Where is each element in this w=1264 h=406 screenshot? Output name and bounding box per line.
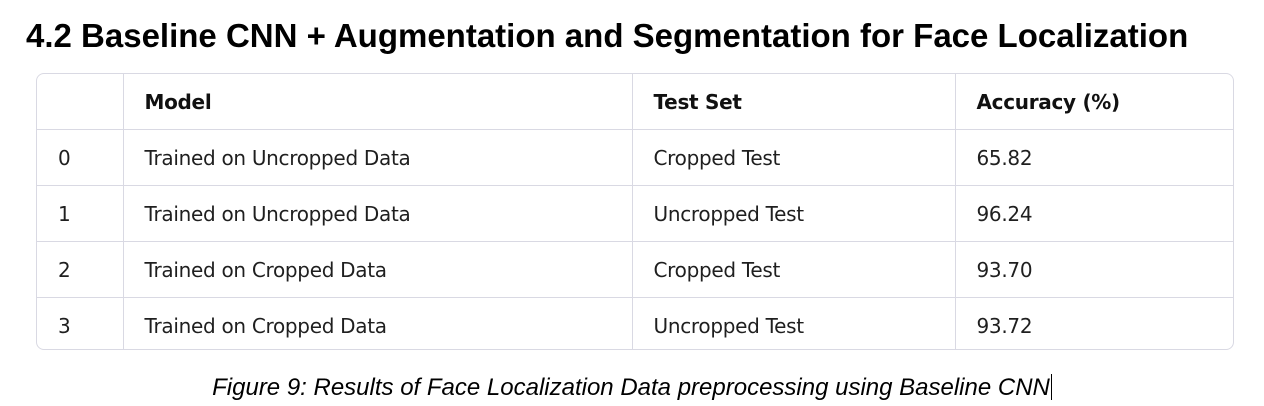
row-accuracy: 93.72	[976, 313, 1033, 338]
row-test-set: Uncropped Test	[632, 185, 956, 242]
row-test-set: Cropped Test	[632, 129, 956, 186]
row-index: 3	[37, 297, 124, 349]
row-model: Trained on Uncropped Data	[123, 129, 633, 186]
row-test-set: Cropped Test	[632, 241, 956, 298]
figure-caption: Figure 9: Results of Face Localization D…	[0, 370, 1264, 406]
header-model: Model	[123, 74, 633, 130]
section-heading: 4.2 Baseline CNN + Augmentation and Segm…	[26, 17, 1189, 54]
results-table-container: Model Test Set Accuracy (%) 0 Trained on…	[36, 73, 1234, 350]
row-accuracy: 93.70	[955, 241, 1233, 298]
table-row: 3 Trained on Cropped Data Uncropped Test…	[37, 297, 1233, 349]
table-row: 0 Trained on Uncropped Data Cropped Test…	[37, 129, 1233, 186]
header-index	[37, 74, 124, 130]
row-accuracy: 96.24	[955, 185, 1233, 242]
row-model: Trained on Cropped Data	[123, 297, 633, 349]
row-accuracy: 65.82	[955, 129, 1233, 186]
figure-caption-text: Figure 9: Results of Face Localization D…	[212, 374, 1050, 401]
table-row: 2 Trained on Cropped Data Cropped Test 9…	[37, 241, 1233, 298]
row-index: 2	[37, 241, 124, 298]
header-accuracy: Accuracy (%)	[955, 74, 1233, 130]
row-index: 1	[37, 185, 124, 242]
header-test-set: Test Set	[632, 74, 956, 130]
row-model: Trained on Uncropped Data	[123, 185, 633, 242]
row-test-set: Uncropped Test	[632, 297, 956, 349]
results-table: Model Test Set Accuracy (%) 0 Trained on…	[37, 74, 1233, 349]
table-row: 1 Trained on Uncropped Data Uncropped Te…	[37, 185, 1233, 242]
row-index: 0	[37, 129, 124, 186]
text-cursor	[1050, 374, 1052, 400]
table-header-row: Model Test Set Accuracy (%)	[37, 74, 1233, 130]
row-model: Trained on Cropped Data	[123, 241, 633, 298]
